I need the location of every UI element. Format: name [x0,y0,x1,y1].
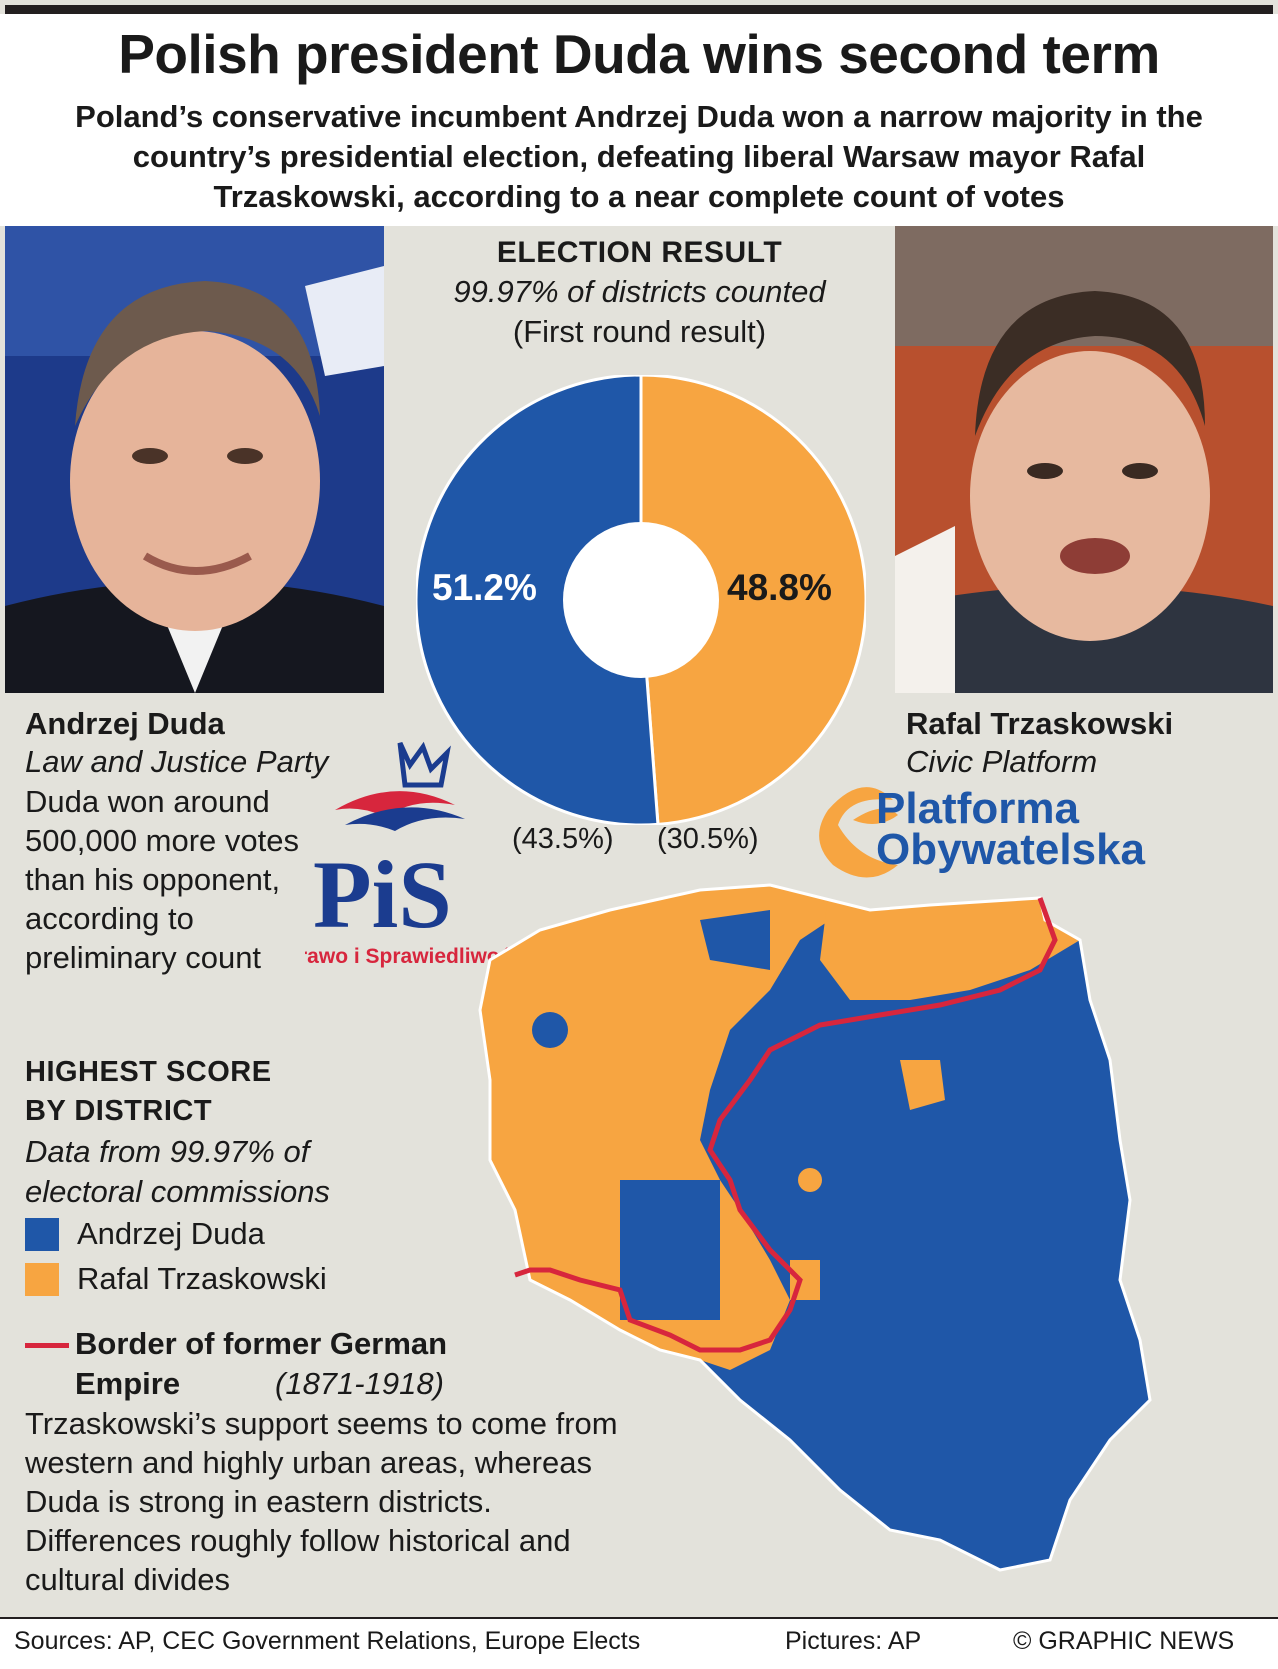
footer-bar [0,1617,1278,1669]
trzaskowski-first-round: (30.5%) [657,823,759,855]
duda-name: Andrzej Duda [25,706,225,741]
districts-counted: 99.97% of districts counted [453,274,826,309]
po-emblem-icon [819,787,898,878]
duda-district-west [532,1012,568,1048]
donut-slice-trzaskowski [639,375,866,825]
duda-percentage: 51.2% [432,567,537,608]
legend-subtitle: Data from 99.97% of electoral commission… [25,1132,355,1212]
border-legend: Border of former German Empire [25,1324,545,1404]
legend-swatch-blue [25,1217,59,1251]
po-line2: Obywatelska [876,825,1146,874]
po-line1: Platforma [876,784,1079,833]
legend-label-trzaskowski: Rafal Trzaskowski [77,1261,327,1296]
pictures-credit: Pictures: AP [785,1627,922,1655]
legend-label-duda: Andrzej Duda [77,1216,265,1251]
election-result-header: ELECTION RESULT 99.97% of districts coun… [384,236,895,350]
duda-region-southwest [620,1180,720,1320]
border-note: (1871-1918) Trzaskowski’s support seems … [25,1364,625,1599]
duda-first-round: (43.5%) [512,823,614,855]
trzaskowski-region-west [480,885,850,1370]
border-line-swatch [25,1343,69,1349]
sources: Sources: AP, CEC Government Relations, E… [14,1627,641,1655]
former-german-empire-border [514,897,1058,1353]
pis-logo: PiS Prawo i Sprawiedliwość [305,741,523,968]
legend-subtitle-text: Data from 99.97% of electoral commission… [25,1134,330,1209]
legend-item-duda: Andrzej Duda [25,1216,265,1252]
legend-item-trzaskowski: Rafal Trzaskowski [25,1261,327,1297]
poland-district-map [478,883,1152,1572]
donut-slices [416,375,866,825]
trzaskowski-percentage: 48.8% [727,567,832,608]
trzaskowski-district-warsaw [900,1060,945,1110]
legend-title-line1: HIGHEST SCORE [25,1056,272,1088]
pis-caption: Prawo i Sprawiedliwość [305,945,523,968]
donut-hole [563,522,719,678]
trzaskowski-photo [895,226,1273,693]
duda-photo [5,226,384,693]
border-note-text: Trzaskowski’s support seems to come from… [25,1406,618,1597]
trzaskowski-party: Civic Platform [906,744,1098,779]
first-round-note: (First round result) [512,314,767,349]
legend-swatch-orange [25,1262,59,1296]
legend-title-line2: BY DISTRICT [25,1095,213,1127]
trzaskowski-district-lodz [798,1168,822,1192]
border-label: Border of former German Empire [75,1326,448,1401]
top-rule [5,5,1273,14]
duda-note: Duda won around 500,000 more votes than … [25,784,300,975]
page-title: Polish president Duda wins second term [118,23,1160,85]
duda-party: Law and Justice Party [25,744,329,779]
result-donut-chart [416,375,866,825]
po-logo: Platforma Obywatelska [819,784,1146,878]
duda-region-pomerania [700,910,770,970]
pis-letters: PiS [313,841,452,948]
duda-label: Andrzej Duda Law and Justice Party [25,705,328,781]
border-years: (1871-1918) [275,1366,444,1401]
header-panel [0,14,1278,226]
trzaskowski-label: Rafal Trzaskowski Civic Platform [906,705,1173,781]
trzaskowski-name: Rafal Trzaskowski [906,706,1174,741]
donut-slice-duda [416,375,660,825]
copyright: © GRAPHIC NEWS [1013,1627,1235,1655]
election-result-title: ELECTION RESULT [496,236,783,269]
district-regions [480,885,1150,1570]
crown-icon [397,741,451,788]
eagle-wing-icon [335,791,455,817]
page-subtitle: Poland’s conservative incumbent Andrzej … [75,99,1203,214]
legend-title: HIGHEST SCORE BY DISTRICT [25,1053,272,1131]
